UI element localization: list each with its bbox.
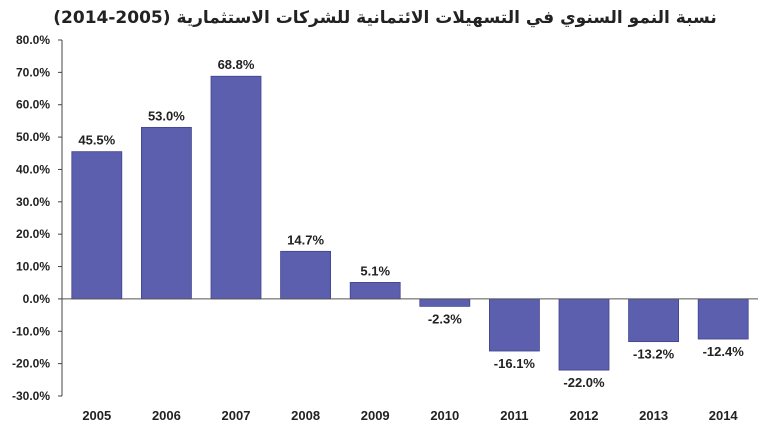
- bars: 45.5% 53.0% 68.8% 14.7% 5.1% -2.3% -16.1% -22.0…: [71, 57, 749, 390]
- data-label-2005: 45.5%: [78, 133, 115, 148]
- chart-title: نسبة النمو السنوي في التسهيلات الائتماني…: [53, 8, 717, 28]
- data-label-2009: 5.1%: [360, 263, 390, 278]
- x-tick-label-2012: 2012: [570, 408, 599, 423]
- x-tick-label-2006: 2006: [152, 408, 181, 423]
- data-label-2014: -12.4%: [703, 344, 745, 359]
- bar-2005: [71, 151, 123, 300]
- y-tick-label: 60.0%: [16, 98, 50, 112]
- y-tick-label: 30.0%: [16, 195, 50, 209]
- y-tick-label: 10.0%: [16, 260, 50, 274]
- bar-2011: [488, 298, 540, 352]
- y-tick-label: 70.0%: [16, 65, 50, 79]
- x-tick-label-2007: 2007: [222, 408, 251, 423]
- x-tick-label-2011: 2011: [500, 408, 528, 423]
- x-tick-label-2013: 2013: [639, 408, 668, 423]
- bar-2008: [280, 250, 332, 300]
- x-tick-label-2010: 2010: [430, 408, 459, 423]
- bar-2012: [558, 298, 610, 371]
- x-tick-label-2009: 2009: [361, 408, 390, 423]
- x-axis: 2005 2006 2007 2008 2009 2010 2011 2012 2013 2014: [62, 298, 758, 423]
- data-label-2008: 14.7%: [287, 232, 324, 247]
- data-label-2011: -16.1%: [494, 356, 536, 371]
- data-label-2010: -2.3%: [428, 311, 462, 326]
- data-label-2007: 68.8%: [218, 57, 255, 72]
- y-axis: 80.0% 70.0% 60.0% 50.0% 40.0% 30.0% 20.0% 10.0%…: [12, 33, 63, 403]
- x-tick-label-2014: 2014: [709, 408, 739, 423]
- data-label-2013: -13.2%: [633, 347, 675, 362]
- bar-2009: [349, 282, 401, 300]
- y-tick-label: 0.0%: [23, 292, 51, 306]
- bar-2006: [140, 126, 192, 300]
- bar-2014: [697, 298, 749, 340]
- y-tick-label: 40.0%: [16, 162, 50, 176]
- y-tick-label: -20.0%: [12, 357, 50, 371]
- data-label-2006: 53.0%: [148, 108, 185, 123]
- bar-2007: [210, 75, 262, 300]
- x-tick-label-2008: 2008: [291, 408, 320, 423]
- y-tick-label: 20.0%: [16, 227, 50, 241]
- y-tick-label: 80.0%: [16, 33, 50, 47]
- y-tick-label: -10.0%: [12, 324, 50, 338]
- y-tick-label: -30.0%: [12, 389, 50, 403]
- data-label-2012: -22.0%: [563, 375, 605, 390]
- y-tick-label: 50.0%: [16, 130, 50, 144]
- bar-2010: [419, 298, 471, 307]
- bar-2013: [628, 298, 679, 343]
- x-tick-label-2005: 2005: [82, 408, 111, 423]
